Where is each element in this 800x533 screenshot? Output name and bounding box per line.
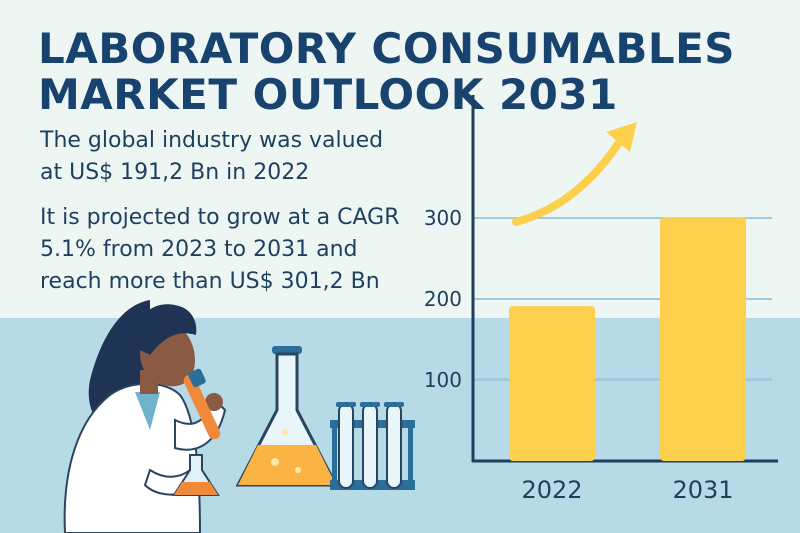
fact-2-line-3: reach more than US$ 301,2 Bn [40,269,380,294]
y-tick-label: 200 [424,287,462,311]
market-value-fact: The global industry was valued at US$ 19… [40,125,383,189]
projection-fact: It is projected to grow at a CAGR 5.1% f… [40,202,400,298]
fact-2-line-1: It is projected to grow at a CAGR [40,205,400,230]
microscope-icon [183,368,221,440]
erlenmeyer-flask-icon [235,346,339,487]
x-tick-label-2031: 2031 [672,476,733,504]
x-tick-label-2022: 2022 [521,476,582,504]
page-title: LABORATORY CONSUMABLES MARKET OUTLOOK 20… [38,26,735,118]
title-line-1: LABORATORY CONSUMABLES [38,24,736,73]
fact-1-line-1: The global industry was valued [40,128,384,153]
x-category-labels: 2022 2031 [521,476,733,504]
small-flask-icon [172,454,220,496]
fact-2-line-2: 5.1% from 2023 to 2031 and [40,237,358,262]
title-line-2: MARKET OUTLOOK 2031 [38,70,618,119]
chart-bars [509,217,746,461]
bar-2031 [660,217,746,461]
fact-1-line-2: at US$ 191,2 Bn in 2022 [40,160,310,185]
y-tick-labels: 100 200 300 [424,206,462,392]
bar-2022 [509,306,595,461]
upward-trend-arrow-icon [512,122,637,226]
y-tick-label: 300 [424,206,462,230]
y-tick-label: 100 [424,368,462,392]
test-tube-rack-icon [330,402,415,490]
scientist-icon [63,300,227,533]
